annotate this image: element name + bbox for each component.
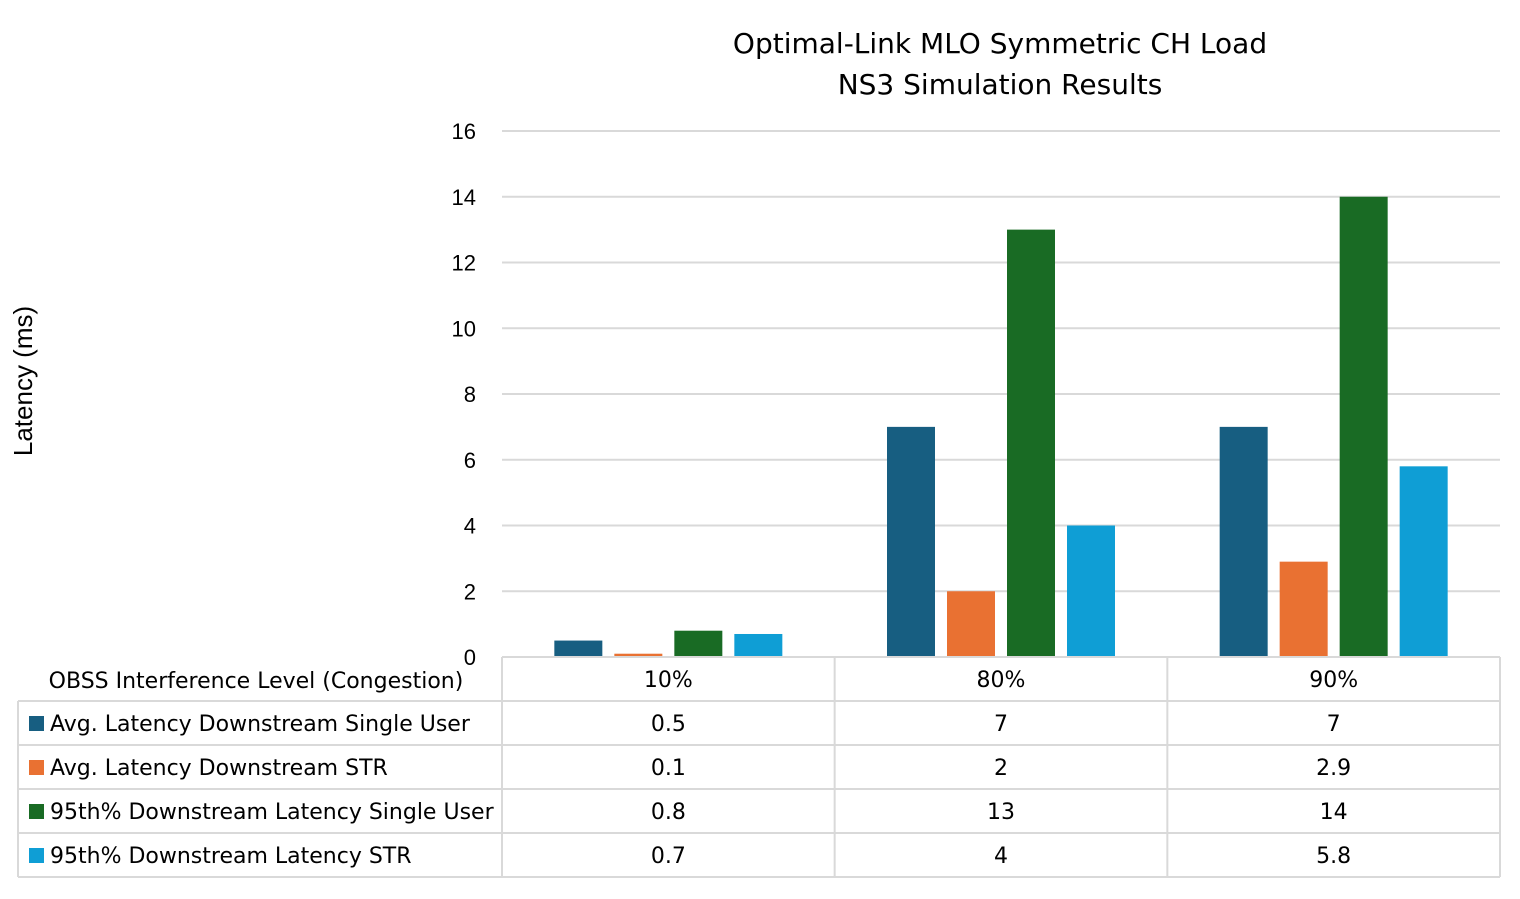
- data-table: OBSS Interference Level (Congestion) 10%…: [17, 656, 1501, 878]
- y-axis-label: Latency (ms): [8, 306, 38, 456]
- y-tick-label: 14: [452, 185, 476, 210]
- gridlines: [502, 130, 1500, 593]
- y-tick-label: 6: [464, 448, 476, 473]
- data-label: 2.9: [1316, 756, 1351, 781]
- data-label: 13: [987, 800, 1015, 825]
- bars: [554, 196, 1448, 657]
- legend-label: Avg. Latency Downstream Single User: [50, 712, 471, 737]
- data-label: 0.8: [651, 800, 686, 825]
- legend-swatch: [29, 804, 44, 819]
- data-label: 5.8: [1316, 844, 1351, 869]
- legend-swatch: [29, 716, 44, 731]
- x-tick-label: 80%: [977, 668, 1026, 693]
- data-label: 7: [994, 712, 1008, 737]
- bar: [554, 640, 603, 657]
- data-label: 4: [994, 844, 1008, 869]
- data-label: 0.1: [651, 756, 686, 781]
- bar: [614, 653, 663, 657]
- y-tick-label: 16: [452, 119, 476, 144]
- y-tick-label: 4: [464, 514, 476, 539]
- bar: [1219, 426, 1268, 657]
- data-label: 2: [994, 756, 1008, 781]
- y-tick-label: 12: [452, 251, 476, 276]
- bar: [1279, 561, 1328, 657]
- legend-label: Avg. Latency Downstream STR: [50, 756, 388, 781]
- y-tick-label: 8: [464, 382, 476, 407]
- bar: [1399, 466, 1448, 657]
- bar: [1339, 196, 1388, 657]
- bar: [674, 630, 723, 657]
- legend-swatch: [29, 848, 44, 863]
- x-tick-label: 90%: [1309, 668, 1358, 693]
- y-tick-label: 2: [464, 579, 476, 604]
- y-axis-ticks: 0 2 4 6 8 10 12 14 16: [452, 119, 476, 670]
- x-tick-label: 10%: [644, 668, 693, 693]
- chart-title-line-1: Optimal-Link MLO Symmetric CH Load: [733, 27, 1267, 60]
- bar: [734, 633, 783, 657]
- legend-label: 95th% Downstream Latency Single User: [50, 800, 495, 825]
- y-tick-label: 0: [464, 645, 476, 670]
- chart-title-line-2: NS3 Simulation Results: [838, 68, 1163, 101]
- data-label: 0.7: [651, 844, 686, 869]
- bar: [887, 426, 935, 657]
- x-axis-label: OBSS Interference Level (Congestion): [49, 669, 464, 694]
- bar: [1007, 229, 1055, 657]
- legend-label: 95th% Downstream Latency STR: [50, 844, 412, 869]
- y-tick-label: 10: [452, 316, 476, 341]
- data-label: 14: [1320, 800, 1348, 825]
- bar: [947, 591, 995, 657]
- data-label: 7: [1327, 712, 1341, 737]
- data-label: 0.5: [651, 712, 686, 737]
- legend-swatch: [29, 760, 44, 775]
- bar: [1067, 525, 1115, 657]
